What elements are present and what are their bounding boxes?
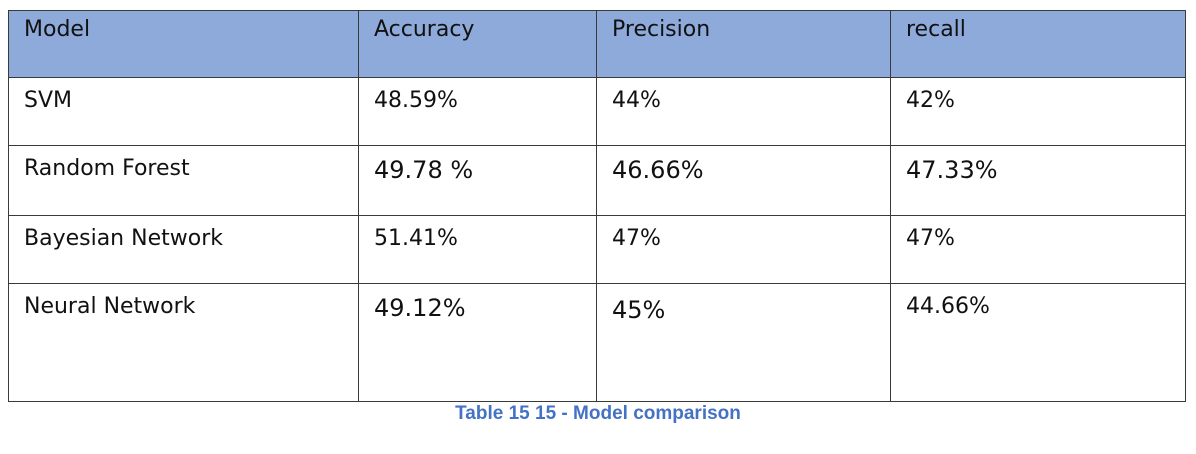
- cell-model: Bayesian Network: [8, 215, 359, 284]
- cell-model: Neural Network: [8, 283, 359, 402]
- cell-precision: 45%: [596, 283, 891, 402]
- header-cell-recall: recall: [890, 10, 1186, 78]
- header-cell-model: Model: [8, 10, 359, 78]
- cell-precision: 47%: [596, 215, 891, 284]
- cell-recall: 42%: [890, 77, 1186, 146]
- header-cell-accuracy: Accuracy: [358, 10, 597, 78]
- table-row: Bayesian Network 51.41% 47% 47%: [8, 215, 1186, 284]
- cell-recall: 47%: [890, 215, 1186, 284]
- table-row: Neural Network 49.12% 45% 44.66%: [8, 283, 1186, 402]
- cell-recall: 44.66%: [890, 283, 1186, 402]
- cell-accuracy: 49.78 %: [358, 145, 597, 216]
- cell-precision: 46.66%: [596, 145, 891, 216]
- cell-model: SVM: [8, 77, 359, 146]
- cell-accuracy: 48.59%: [358, 77, 597, 146]
- cell-accuracy: 51.41%: [358, 215, 597, 284]
- table-header-row: Model Accuracy Precision recall: [8, 10, 1186, 78]
- table-row: Random Forest 49.78 % 46.66% 47.33%: [8, 145, 1186, 216]
- table-caption: Table 15 15 - Model comparison: [455, 403, 741, 424]
- header-cell-precision: Precision: [596, 10, 891, 78]
- model-comparison-table: Model Accuracy Precision recall SVM 48.5…: [8, 10, 1186, 402]
- cell-model: Random Forest: [8, 145, 359, 216]
- cell-recall: 47.33%: [890, 145, 1186, 216]
- cell-precision: 44%: [596, 77, 891, 146]
- cell-accuracy: 49.12%: [358, 283, 597, 402]
- table-row: SVM 48.59% 44% 42%: [8, 77, 1186, 146]
